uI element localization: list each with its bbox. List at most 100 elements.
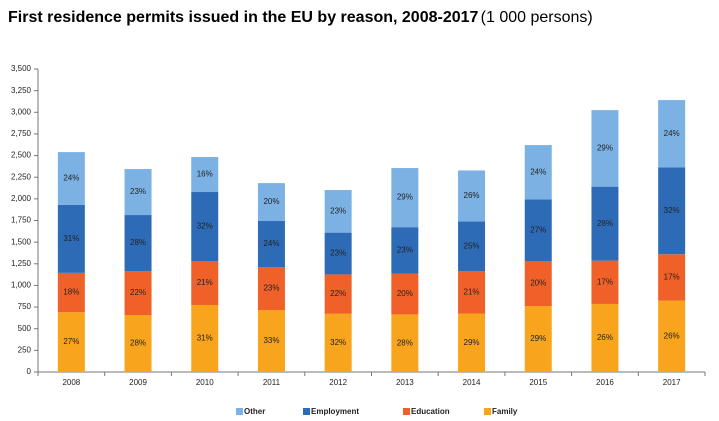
legend-label: Family bbox=[492, 407, 518, 416]
y-tick-label: 1,250 bbox=[11, 259, 32, 268]
bar-segment bbox=[524, 145, 552, 200]
share-label: 29% bbox=[530, 334, 546, 343]
bar-segment bbox=[124, 169, 152, 216]
y-tick-label: 3,250 bbox=[11, 86, 32, 95]
share-label: 26% bbox=[464, 191, 480, 200]
share-label: 31% bbox=[63, 234, 79, 243]
share-label: 29% bbox=[597, 143, 613, 152]
y-tick-label: 3,000 bbox=[11, 107, 32, 116]
y-tick-label: 1,500 bbox=[11, 237, 32, 246]
y-tick-label: 1,000 bbox=[11, 281, 32, 290]
bar-segment bbox=[324, 232, 352, 275]
share-label: 32% bbox=[664, 206, 680, 215]
share-label: 17% bbox=[597, 277, 613, 286]
legend-swatch bbox=[403, 408, 410, 415]
share-label: 24% bbox=[664, 129, 680, 138]
bar-segment bbox=[391, 273, 419, 315]
bar-segment bbox=[658, 167, 686, 255]
subtitle: (1 000 persons) bbox=[481, 9, 593, 26]
y-tick-label: 2,750 bbox=[11, 129, 32, 138]
x-tick-label: 2008 bbox=[62, 378, 80, 387]
bar-segment bbox=[591, 110, 619, 187]
bar-segment bbox=[458, 313, 486, 372]
share-label: 29% bbox=[464, 338, 480, 347]
bar-segment bbox=[57, 312, 85, 372]
x-tick-label: 2009 bbox=[129, 378, 147, 387]
legend-swatch bbox=[303, 408, 310, 415]
share-label: 22% bbox=[130, 288, 146, 297]
y-tick-label: 500 bbox=[18, 324, 32, 333]
y-tick-label: 1,750 bbox=[11, 216, 32, 225]
bar-segment bbox=[57, 204, 85, 273]
bar-segment bbox=[257, 310, 285, 372]
share-label: 28% bbox=[397, 338, 413, 347]
y-tick-label: 2,000 bbox=[11, 194, 32, 203]
x-tick-label: 2016 bbox=[596, 378, 614, 387]
share-label: 20% bbox=[530, 279, 546, 288]
share-label: 28% bbox=[130, 238, 146, 247]
legend-label: Employment bbox=[311, 407, 359, 416]
bar-segment bbox=[124, 271, 152, 316]
share-label: 27% bbox=[63, 337, 79, 346]
share-label: 27% bbox=[530, 225, 546, 234]
share-label: 28% bbox=[597, 219, 613, 228]
title: First residence permits issued in the EU… bbox=[8, 9, 479, 26]
bar-segment bbox=[257, 183, 285, 222]
legend-swatch bbox=[236, 408, 243, 415]
bar-segment bbox=[591, 260, 619, 304]
y-tick-label: 0 bbox=[27, 367, 32, 376]
share-label: 18% bbox=[63, 288, 79, 297]
share-label: 29% bbox=[397, 193, 413, 202]
bar-segment bbox=[257, 267, 285, 311]
bar-segment bbox=[458, 221, 486, 272]
bar-segment bbox=[658, 300, 686, 372]
bar-segment bbox=[324, 190, 352, 233]
share-label: 26% bbox=[597, 333, 613, 342]
y-tick-label: 3,500 bbox=[11, 64, 32, 73]
x-tick-label: 2015 bbox=[529, 378, 547, 387]
share-label: 23% bbox=[330, 206, 346, 215]
share-label: 23% bbox=[130, 187, 146, 196]
share-label: 20% bbox=[263, 197, 279, 206]
x-tick-label: 2012 bbox=[329, 378, 347, 387]
bar-segment bbox=[458, 170, 486, 222]
x-tick-label: 2017 bbox=[663, 378, 681, 387]
share-label: 21% bbox=[197, 278, 213, 287]
legend-label: Other bbox=[244, 407, 265, 416]
bar-segment bbox=[524, 261, 552, 307]
bar-segment bbox=[524, 306, 552, 372]
chart-title: First residence permits issued in the EU… bbox=[8, 9, 593, 26]
bar-segment bbox=[57, 272, 85, 313]
share-label: 21% bbox=[464, 288, 480, 297]
share-label: 24% bbox=[63, 174, 79, 183]
y-tick-label: 2,250 bbox=[11, 172, 32, 181]
bar-segment bbox=[124, 315, 152, 372]
bar-segment bbox=[458, 271, 486, 314]
bar-segment bbox=[191, 261, 219, 305]
bar-segment bbox=[391, 227, 419, 274]
bar-segment bbox=[391, 314, 419, 372]
bar-segment bbox=[591, 186, 619, 261]
bar-segment bbox=[191, 304, 219, 372]
legend-swatch bbox=[484, 408, 491, 415]
bar-segment bbox=[191, 157, 219, 193]
x-tick-label: 2010 bbox=[196, 378, 214, 387]
legend-label: Education bbox=[411, 407, 450, 416]
share-label: 23% bbox=[397, 245, 413, 254]
share-label: 20% bbox=[397, 289, 413, 298]
bar-segment bbox=[324, 274, 352, 314]
y-tick-label: 2,500 bbox=[11, 151, 32, 160]
share-label: 33% bbox=[263, 336, 279, 345]
x-tick-label: 2014 bbox=[463, 378, 481, 387]
share-label: 32% bbox=[330, 338, 346, 347]
share-label: 16% bbox=[197, 170, 213, 179]
bar-segment bbox=[591, 303, 619, 372]
bar-segment bbox=[57, 152, 85, 205]
share-label: 31% bbox=[197, 334, 213, 343]
share-label: 32% bbox=[197, 222, 213, 231]
bar-segment bbox=[191, 192, 219, 262]
share-label: 23% bbox=[330, 249, 346, 258]
bar-segment bbox=[658, 100, 686, 168]
bar-segment bbox=[524, 199, 552, 262]
